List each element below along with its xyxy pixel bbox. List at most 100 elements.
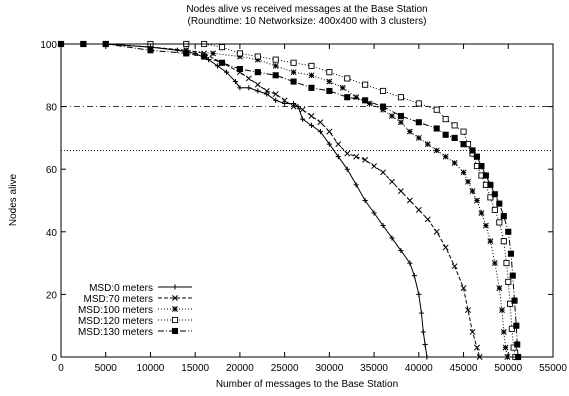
y-tick-label-4: 80 bbox=[46, 103, 58, 114]
series-3-point-9 bbox=[272, 56, 279, 63]
y-tick-label-5: 100 bbox=[40, 40, 57, 51]
series-0-point-8 bbox=[223, 69, 230, 75]
series-0-point-10 bbox=[237, 85, 243, 91]
x-tick-label-2: 10000 bbox=[137, 363, 165, 374]
series-4-point-10 bbox=[290, 78, 297, 85]
series-3-point-28 bbox=[491, 206, 498, 213]
series-4-point-15 bbox=[379, 103, 387, 110]
series-1-point-19 bbox=[344, 150, 351, 157]
series-0-point-31 bbox=[411, 273, 417, 279]
series-0-point-9 bbox=[232, 78, 239, 85]
series-3-point-32 bbox=[505, 278, 512, 285]
series-1-point-12 bbox=[281, 97, 288, 104]
series-0-point-27 bbox=[380, 222, 386, 229]
series-3-point-15 bbox=[379, 87, 387, 94]
series-3-point-12 bbox=[326, 69, 333, 76]
series-2-point-16 bbox=[389, 113, 395, 119]
series-3-point-16 bbox=[397, 94, 404, 101]
series-3-point-6 bbox=[218, 44, 226, 51]
series-0-point-15 bbox=[282, 100, 288, 107]
series-4-point-34 bbox=[513, 322, 520, 329]
series-1-point-18 bbox=[335, 141, 342, 148]
series-0-point-29 bbox=[398, 247, 404, 254]
series-4-point-19 bbox=[442, 131, 449, 138]
series-0-point-16 bbox=[290, 100, 297, 107]
series-2-point-33 bbox=[499, 307, 505, 314]
series-3-point-18 bbox=[433, 106, 440, 113]
series-2-point-8 bbox=[272, 62, 279, 69]
series-4-point-23 bbox=[473, 153, 481, 160]
series-2-point-28 bbox=[478, 210, 485, 216]
series-0-point-33 bbox=[418, 310, 425, 316]
y-tick-label-3: 60 bbox=[46, 165, 58, 176]
series-0-point-22 bbox=[335, 154, 341, 160]
series-4-point-21 bbox=[460, 141, 467, 148]
series-4-point-24 bbox=[478, 163, 485, 170]
x-tick-label-10: 50000 bbox=[494, 363, 522, 374]
series-1-point-32 bbox=[460, 285, 467, 292]
x-tick-label-5: 25000 bbox=[271, 363, 299, 374]
legend-marker-4 bbox=[171, 327, 179, 335]
series-2-point-20 bbox=[424, 141, 431, 148]
series-3 bbox=[57, 40, 519, 361]
series-2-point-17 bbox=[397, 119, 404, 126]
series-3-point-19 bbox=[442, 116, 449, 123]
series-2-point-7 bbox=[254, 56, 261, 63]
series-4 bbox=[57, 40, 522, 361]
series-1-point-21 bbox=[362, 156, 369, 163]
series-3-point-34 bbox=[508, 325, 515, 332]
series-4-point-25 bbox=[482, 172, 489, 179]
chart-title: Nodes alive vs received messages at the … bbox=[186, 4, 427, 15]
legend-marker-3 bbox=[171, 316, 179, 324]
series-2-point-4 bbox=[183, 47, 190, 54]
series-2-point-25 bbox=[465, 178, 471, 185]
plot-frame bbox=[60, 43, 554, 358]
series-1-point-27 bbox=[415, 206, 422, 213]
series-4-point-20 bbox=[451, 134, 458, 141]
series-4-point-14 bbox=[362, 97, 369, 104]
series-4-point-31 bbox=[507, 250, 515, 257]
legend-marker-2 bbox=[172, 306, 178, 312]
series-2-point-18 bbox=[406, 128, 413, 135]
series-4-point-28 bbox=[496, 200, 503, 207]
x-tick-label-11: 55000 bbox=[539, 363, 567, 374]
series-3-point-8 bbox=[254, 53, 261, 60]
series-2-point-13 bbox=[353, 94, 360, 101]
series-0-point-20 bbox=[317, 129, 324, 135]
series-4-point-29 bbox=[500, 213, 507, 220]
series-4-point-8 bbox=[254, 69, 261, 76]
series-0-point-7 bbox=[214, 63, 221, 69]
series-1-point-28 bbox=[424, 216, 431, 223]
series-1-point-24 bbox=[389, 178, 395, 185]
series-4-point-16 bbox=[397, 112, 404, 120]
y-tick-label-1: 20 bbox=[46, 290, 58, 301]
series-4-point-12 bbox=[326, 87, 333, 94]
series-0-point-14 bbox=[273, 97, 279, 103]
series-4-point-5 bbox=[201, 53, 208, 60]
series-1-point-15 bbox=[308, 113, 315, 119]
series-1-point-20 bbox=[353, 153, 360, 160]
series-4-point-35 bbox=[514, 341, 521, 348]
series-2-point-23 bbox=[451, 159, 458, 166]
series-0-point-34 bbox=[420, 329, 426, 335]
x-axis-ticks: 0 5000 10000 15000 20000 25000 30000 35000 40000… bbox=[58, 44, 567, 374]
series-1-point-10 bbox=[263, 87, 270, 94]
series-3-point-10 bbox=[290, 59, 297, 66]
series-3-point-27 bbox=[487, 194, 494, 201]
series-2-point-11 bbox=[326, 78, 333, 85]
series-0-point-4 bbox=[174, 47, 180, 53]
series-1-point-35 bbox=[474, 344, 480, 351]
series-1-point-34 bbox=[469, 329, 476, 335]
series-2-point-12 bbox=[339, 84, 346, 91]
series-2-point-10 bbox=[308, 72, 315, 79]
chart-subtitle: (Roundtime: 10 Networksize: 400x400 with… bbox=[188, 16, 427, 27]
y-axis-ticks: 0 20 40 60 80 100 bbox=[40, 40, 553, 364]
series-2-point-31 bbox=[491, 260, 498, 267]
series-4-point-9 bbox=[272, 72, 279, 79]
series-0-point-35 bbox=[422, 341, 428, 348]
series-0-point-21 bbox=[326, 141, 332, 147]
series-3-point-17 bbox=[415, 100, 422, 107]
series-2-point-14 bbox=[366, 100, 373, 107]
